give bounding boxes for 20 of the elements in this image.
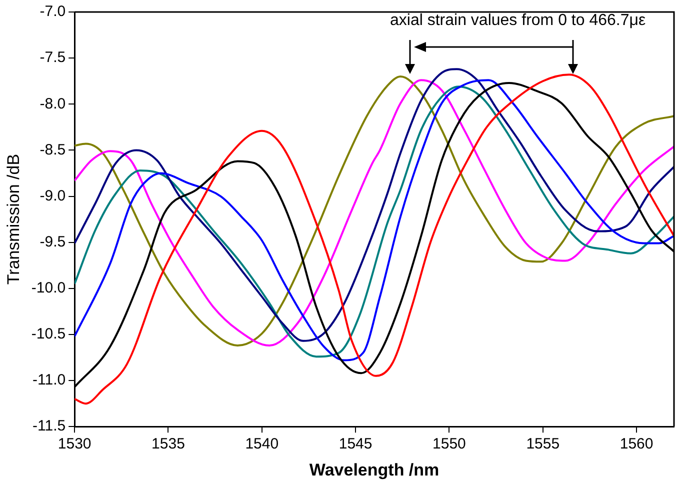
y-tick-label: -10.5 <box>31 326 66 343</box>
x-axis-title: Wavelength /nm <box>309 460 440 480</box>
y-tick-label: -9.5 <box>40 233 66 250</box>
y-tick-label: -9.0 <box>40 187 66 204</box>
y-tick-label: -7.5 <box>40 49 66 66</box>
x-tick-label: 1555 <box>526 436 560 453</box>
y-tick-label: -8.0 <box>40 95 66 112</box>
y-tick-label: -8.5 <box>40 141 66 158</box>
y-tick-label: -10.0 <box>31 280 66 297</box>
annotation: axial strain values from 0 to 466.7με <box>390 12 647 30</box>
x-tick-label: 1560 <box>620 436 654 453</box>
y-tick-label: -11.5 <box>32 418 66 435</box>
x-tick-label: 1530 <box>58 436 92 453</box>
x-tick-label: 1550 <box>432 436 466 453</box>
y-tick-label: -11.0 <box>32 372 66 389</box>
y-axis-title: Transmission /dB <box>4 154 23 285</box>
x-tick-label: 1535 <box>152 436 185 453</box>
x-tick-label: 1540 <box>245 436 279 453</box>
x-tick-label: 1545 <box>338 436 372 453</box>
y-tick-label: -7.0 <box>40 3 66 20</box>
